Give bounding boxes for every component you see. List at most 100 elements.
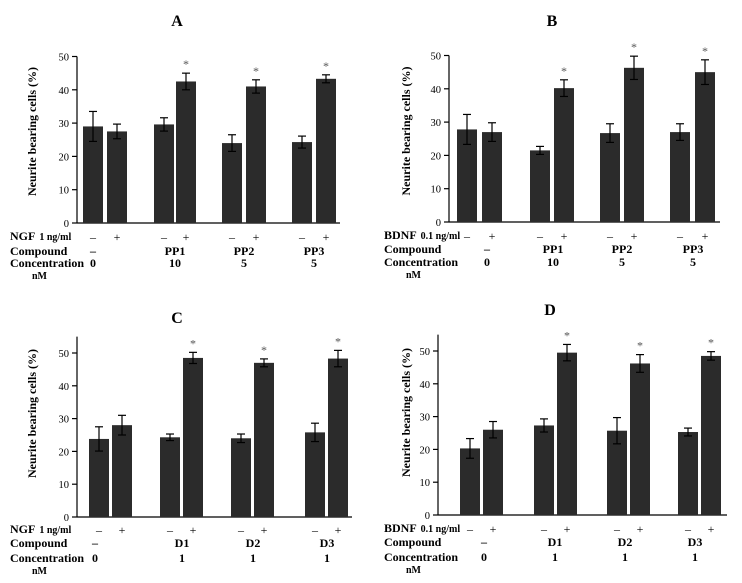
y-tick-label: 0 (64, 513, 69, 524)
bar (316, 78, 336, 223)
y-tick-label: 30 (431, 118, 442, 129)
compound-name: D3 (320, 536, 335, 550)
concentration-unit: nM (406, 565, 422, 576)
treatment-sign: + (637, 522, 644, 536)
concentration-value: 10 (169, 256, 181, 270)
bar (534, 425, 554, 515)
y-axis-label: Neurite bearing cells (%) (399, 348, 413, 477)
significance-star: * (261, 343, 267, 357)
factor-name: NGF (10, 229, 35, 243)
bar (701, 355, 721, 515)
treatment-sign: – (540, 522, 548, 536)
significance-star: * (708, 336, 714, 350)
bar (607, 430, 627, 515)
significance-star: * (323, 59, 329, 73)
compound-row-label: Compound (10, 536, 68, 550)
significance-star: * (183, 57, 189, 71)
concentration-value: 5 (619, 255, 625, 269)
bar (112, 425, 132, 517)
y-tick-label: 10 (420, 478, 431, 489)
bar (160, 437, 180, 517)
y-tick-label: 30 (420, 413, 431, 424)
factor-name: NGF (10, 522, 35, 536)
panel-title: B (547, 13, 558, 30)
bar (154, 124, 174, 223)
treatment-sign: + (335, 523, 342, 537)
compound-row-label: Compound (10, 244, 68, 258)
concentration-value: 5 (311, 256, 317, 270)
bar (482, 132, 502, 222)
factor-unit: 1 ng/ml (39, 232, 71, 243)
concentration-value: 10 (547, 255, 559, 269)
concentration-value: 5 (690, 255, 696, 269)
y-tick-label: 50 (59, 53, 70, 64)
bar (624, 67, 644, 222)
treatment-sign: – (311, 523, 319, 537)
y-tick-label: 50 (420, 347, 431, 358)
concentration-row-label: Concentration (10, 256, 84, 270)
bar (328, 358, 348, 517)
significance-star: * (335, 334, 341, 348)
y-tick-label: 20 (59, 152, 70, 163)
treatment-sign: + (190, 523, 197, 537)
treatment-sign: + (119, 523, 126, 537)
treatment-sign: – (676, 229, 684, 243)
treatment-sign: – (166, 523, 174, 537)
y-tick-label: 20 (420, 445, 431, 456)
significance-star: * (190, 336, 196, 350)
y-tick-label: 20 (431, 151, 442, 162)
compound-name: PP2 (612, 242, 633, 256)
compound-name: PP3 (683, 242, 704, 256)
compound-row-label: Compound (384, 242, 442, 256)
compound-name: – (483, 242, 491, 256)
bar (630, 363, 650, 515)
treatment-sign: – (606, 229, 614, 243)
factor-unit: 1 ng/ml (39, 525, 71, 536)
y-tick-label: 40 (420, 380, 431, 391)
factor-unit: 0.1 ng/ml (421, 524, 461, 535)
treatment-sign: + (114, 230, 121, 244)
treatment-sign: + (323, 230, 330, 244)
significance-star: * (561, 64, 567, 78)
treatment-sign: – (684, 522, 692, 536)
bar (83, 126, 103, 223)
treatment-sign: + (564, 522, 571, 536)
treatment-sign: + (490, 522, 497, 536)
y-tick-label: 40 (59, 86, 70, 97)
concentration-value: 1 (622, 550, 628, 564)
significance-star: * (564, 328, 570, 342)
bar (89, 438, 109, 517)
concentration-value: 0 (481, 550, 487, 564)
panel-title: C (171, 310, 183, 327)
y-tick-label: 10 (59, 480, 70, 491)
bar (176, 81, 196, 223)
bar (254, 362, 274, 517)
y-tick-label: 10 (431, 185, 442, 196)
treatment-sign: – (160, 230, 168, 244)
treatment-sign: – (237, 523, 245, 537)
concentration-row-label: Concentration (384, 550, 458, 564)
bar (557, 352, 577, 515)
compound-name: PP2 (234, 244, 255, 258)
compound-name: PP1 (165, 244, 186, 258)
bar (292, 142, 312, 223)
bar (678, 432, 698, 515)
bar (305, 432, 325, 517)
factor-unit: 0.1 ng/ml (421, 231, 461, 242)
treatment-sign: – (298, 230, 306, 244)
concentration-value: 1 (250, 551, 256, 565)
y-axis-label: Neurite bearing cells (%) (25, 349, 39, 478)
concentration-unit: nM (32, 566, 48, 577)
y-tick-label: 0 (425, 511, 430, 522)
significance-star: * (637, 339, 643, 353)
concentration-value: 1 (324, 551, 330, 565)
concentration-row-label: Concentration (384, 255, 458, 269)
treatment-sign: – (228, 230, 236, 244)
bar (600, 133, 620, 222)
treatment-sign: – (466, 522, 474, 536)
compound-name: D2 (618, 535, 633, 549)
